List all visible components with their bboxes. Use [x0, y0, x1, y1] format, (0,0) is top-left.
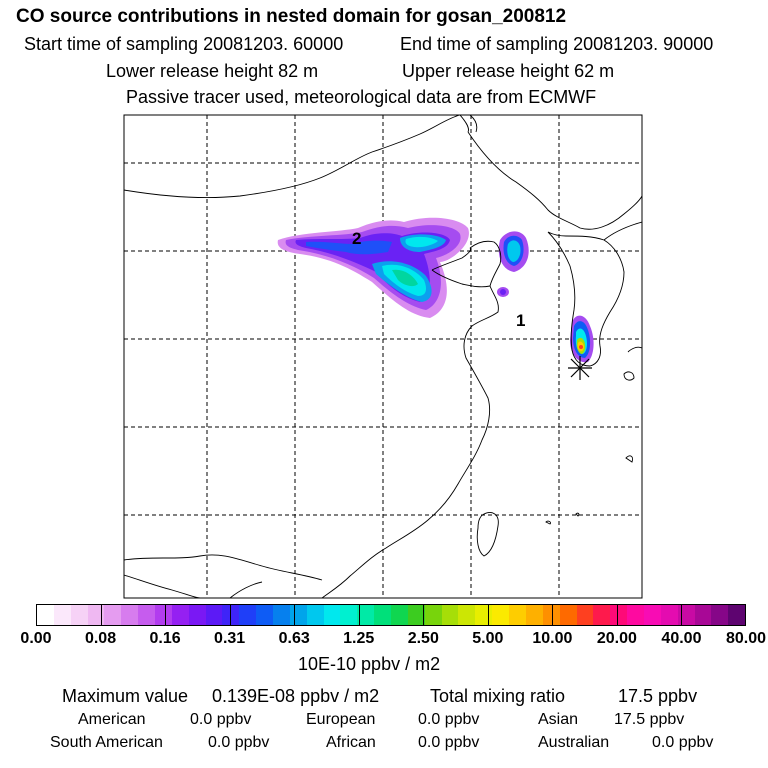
colorbar-divider	[552, 604, 554, 626]
colorbar-tick-label: 80.00	[725, 630, 767, 647]
colorbar-unit-label: 10E-10 ppbv / m2	[298, 654, 441, 674]
colorbar-tick-label: 0.00	[20, 630, 52, 647]
source-region-label-1: 1	[516, 311, 525, 330]
start-time-label: Start time of sampling 20081203. 60000	[24, 34, 344, 54]
colorbar-swatch	[374, 605, 392, 625]
region-value-african: 0.0 ppbv	[418, 734, 480, 751]
region-value-american: 0.0 ppbv	[190, 711, 252, 728]
colorbar-swatch	[239, 605, 257, 625]
colorbar-swatch	[660, 605, 678, 625]
colorbar-swatch	[424, 605, 442, 625]
colorbar-tick-label: 0.63	[278, 630, 310, 647]
colorbar-swatch	[104, 605, 122, 625]
colorbar-swatch	[323, 605, 341, 625]
colorbar-swatch	[643, 605, 661, 625]
colorbar-swatch	[694, 605, 712, 625]
coastlines	[124, 115, 642, 598]
colorbar-swatch	[37, 605, 54, 625]
region-value-asian: 17.5 ppbv	[614, 711, 685, 728]
colorbar-swatch	[542, 605, 560, 625]
colorbar-swatch	[559, 605, 577, 625]
colorbar-divider	[165, 604, 167, 626]
colorbar-swatch	[306, 605, 324, 625]
colorbar-divider	[616, 604, 618, 626]
colorbar-swatch	[87, 605, 105, 625]
figure-title: CO source contributions in nested domain…	[16, 6, 567, 27]
colorbar-swatch	[509, 605, 526, 625]
colorbar-tick-label: 5.00	[472, 630, 504, 647]
colorbar-divider	[294, 604, 296, 626]
colorbar-swatch	[407, 605, 425, 625]
region-name-european: European	[306, 711, 376, 728]
gridlines	[124, 115, 642, 598]
max-value-label: Maximum value	[62, 686, 189, 706]
source-region-label-2: 2	[352, 229, 361, 248]
region-value-australian: 0.0 ppbv	[652, 734, 714, 751]
colorbar-divider	[423, 604, 425, 626]
colorbar-divider	[681, 604, 683, 626]
colorbar-swatch	[458, 605, 476, 625]
upper-release-height-label: Upper release height 62 m	[402, 61, 615, 81]
colorbar-swatch	[492, 605, 510, 625]
colorbar-tick-label: 20.00	[596, 630, 637, 647]
colorbar-swatch	[155, 605, 172, 625]
region-name-african: African	[326, 734, 376, 751]
concentration-plume-north	[277, 217, 469, 318]
region-value-european: 0.0 ppbv	[418, 711, 480, 728]
tracer-note: Passive tracer used, meteorological data…	[126, 87, 597, 107]
colorbar-divider	[100, 604, 102, 626]
colorbar-swatch	[53, 605, 71, 625]
colorbar-swatch	[677, 605, 695, 625]
colorbar-divider	[358, 604, 360, 626]
total-mixing-ratio-value: 17.5 ppbv	[618, 686, 698, 706]
colorbar-swatch	[188, 605, 206, 625]
colorbar-swatch	[289, 605, 307, 625]
total-mixing-ratio-label: Total mixing ratio	[430, 686, 566, 706]
concentration-plume-korea	[570, 315, 594, 363]
region-name-australian: Australian	[538, 734, 610, 751]
colorbar-tick-label: 2.50	[407, 630, 439, 647]
colorbar-swatch	[357, 605, 375, 625]
colorbar-swatch	[728, 605, 746, 625]
region-name-asian: Asian	[538, 711, 579, 728]
colorbar-tick-label: 0.16	[149, 630, 181, 647]
colorbar-tick-label: 10.00	[532, 630, 573, 647]
colorbar-swatch	[171, 605, 189, 625]
colorbar-swatch	[340, 605, 358, 625]
colorbar-divider	[487, 604, 489, 626]
max-value: 0.139E-08 ppbv / m2	[212, 686, 380, 706]
region-name-south-american: South American	[50, 734, 163, 751]
colorbar-swatch	[205, 605, 223, 625]
colorbar-swatch	[576, 605, 594, 625]
colorbar-swatch	[441, 605, 459, 625]
colorbar-swatch	[627, 605, 644, 625]
colorbar-swatch	[121, 605, 139, 625]
region-name-american: American	[78, 711, 146, 728]
region-value-south-american: 0.0 ppbv	[208, 734, 270, 751]
colorbar-divider	[229, 604, 231, 626]
colorbar-swatch	[610, 605, 628, 625]
colorbar-swatch	[222, 605, 240, 625]
colorbar-swatch	[273, 605, 290, 625]
colorbar-swatch	[391, 605, 408, 625]
colorbar-swatch	[475, 605, 493, 625]
colorbar-swatch	[593, 605, 611, 625]
colorbar-tick-label: 1.25	[343, 630, 375, 647]
concentration-plume-bohai	[497, 231, 529, 297]
colorbar-swatch	[70, 605, 88, 625]
colorbar-tick-label: 0.08	[84, 630, 117, 647]
colorbar-swatch	[256, 605, 274, 625]
colorbar-swatch	[711, 605, 729, 625]
end-time-label: End time of sampling 20081203. 90000	[400, 34, 714, 54]
colorbar-swatch	[138, 605, 156, 625]
colorbar	[36, 604, 746, 626]
colorbar-swatch	[525, 605, 543, 625]
lower-release-height-label: Lower release height 82 m	[106, 61, 319, 81]
colorbar-tick-label: 0.31	[214, 630, 246, 647]
colorbar-tick-label: 40.00	[661, 630, 702, 647]
asterisk-icon	[568, 356, 592, 380]
